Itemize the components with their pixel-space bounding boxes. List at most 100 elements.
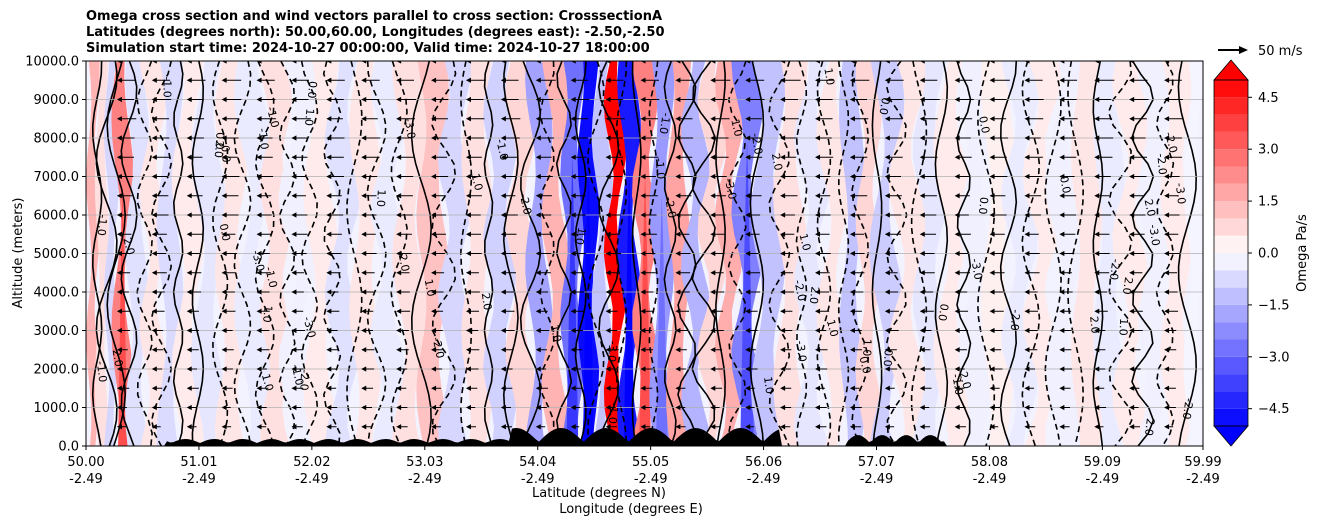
wind-vector-head bbox=[291, 212, 297, 218]
wind-vector-head bbox=[1129, 135, 1135, 141]
wind-vector-head bbox=[1094, 212, 1100, 218]
terrain-silhouette bbox=[86, 428, 1203, 446]
wind-vector-head bbox=[989, 135, 995, 141]
wind-vector-head bbox=[326, 327, 332, 334]
wind-vector-head bbox=[256, 135, 262, 141]
wind-vector-head bbox=[710, 231, 716, 237]
colorbar: 4.5 3.0 1.5 0.0 −1.5 −3.0 −4.5 bbox=[1213, 59, 1290, 447]
contour-label: -2.0 bbox=[1180, 397, 1196, 420]
wind-vector-head bbox=[989, 270, 995, 276]
wind-vector-head bbox=[431, 385, 437, 391]
wind-vector-head bbox=[605, 116, 611, 122]
wind-vector-head bbox=[1024, 154, 1030, 160]
wind-vector-head bbox=[675, 327, 681, 334]
wind-vector-head bbox=[989, 61, 995, 64]
wind-vector-head bbox=[1024, 366, 1030, 372]
wind-vector-head bbox=[989, 231, 995, 237]
wind-vector-head bbox=[1164, 366, 1170, 372]
wind-vector-head bbox=[465, 424, 471, 430]
wind-vector-head bbox=[256, 77, 262, 83]
contour-label: 1.0 bbox=[1116, 318, 1130, 336]
contour-label: -1.0 bbox=[493, 138, 510, 162]
wind-vector-head bbox=[326, 154, 332, 160]
wind-vector-head bbox=[1059, 327, 1065, 334]
wind-vector-head bbox=[815, 270, 821, 276]
wind-vector-head bbox=[815, 231, 821, 237]
contour-label: 2.0 bbox=[1142, 418, 1157, 437]
wind-vector-head bbox=[570, 116, 576, 122]
wind-vector-head bbox=[116, 77, 122, 83]
wind-vector-head bbox=[954, 366, 960, 372]
wind-vector-head bbox=[675, 212, 681, 218]
wind-vector-head bbox=[815, 347, 821, 353]
wind-vector-head bbox=[745, 327, 751, 334]
wind-vector-head bbox=[570, 212, 576, 218]
wind-vector-head bbox=[361, 424, 367, 430]
contour-label: 0.0 bbox=[876, 96, 892, 115]
wind-vector-head bbox=[675, 366, 681, 372]
wind-vector-head bbox=[570, 404, 576, 411]
omega-band-core bbox=[623, 171, 635, 446]
x-tick-label-lon: -2.49 bbox=[69, 472, 103, 487]
wind-vector-head bbox=[186, 116, 192, 122]
wind-vector-head bbox=[116, 308, 122, 314]
wind-vector-head bbox=[989, 96, 995, 103]
contour-label: 1.0 bbox=[260, 305, 275, 324]
wind-vector-head bbox=[884, 289, 890, 295]
wind-vector-head bbox=[151, 308, 157, 314]
wind-vector-head bbox=[116, 347, 122, 353]
wind-vector-head bbox=[396, 404, 402, 411]
wind-vector-head bbox=[570, 135, 576, 141]
contour-label: 1.0 bbox=[860, 339, 873, 357]
wind-vector-head bbox=[396, 308, 402, 314]
wind-vector-head bbox=[780, 193, 786, 199]
wind-vector-head bbox=[256, 212, 262, 218]
wind-vector-head bbox=[745, 366, 751, 372]
wind-vector-head bbox=[431, 173, 437, 180]
wind-vector-head bbox=[780, 61, 786, 64]
colorbar-segment bbox=[1214, 339, 1248, 357]
wind-vector-head bbox=[256, 154, 262, 160]
contour-label: -2.0 bbox=[1154, 153, 1169, 176]
wind-vector-head bbox=[361, 77, 367, 83]
wind-vector-head bbox=[186, 135, 192, 141]
wind-vector-head bbox=[1094, 173, 1100, 180]
wind-vector-head bbox=[361, 154, 367, 160]
wind-vector-head bbox=[989, 193, 995, 199]
wind-vector-head bbox=[396, 116, 402, 122]
wind-vector-head bbox=[570, 366, 576, 372]
wind-vector-head bbox=[431, 250, 437, 257]
chart-title-line-1: Omega cross section and wind vectors par… bbox=[86, 9, 663, 24]
wind-vector-head bbox=[605, 270, 611, 276]
wind-vector-head bbox=[1094, 96, 1100, 103]
wind-vector-head bbox=[954, 404, 960, 411]
wind-vector-head bbox=[849, 96, 855, 103]
wind-vector-head bbox=[605, 77, 611, 83]
wind-vector-head bbox=[1094, 327, 1100, 334]
wind-vector-head bbox=[815, 404, 821, 411]
wind-vector-head bbox=[780, 212, 786, 218]
wind-vector-head bbox=[605, 212, 611, 218]
wind-vector-head bbox=[361, 327, 367, 334]
wind-vector-head bbox=[151, 366, 157, 372]
wind-vector-head bbox=[1059, 116, 1065, 122]
wind-vector-head bbox=[675, 347, 681, 353]
wind-vector-head bbox=[815, 193, 821, 199]
colorbar-segment bbox=[1214, 218, 1248, 236]
colorbar-extend-top bbox=[1213, 59, 1249, 81]
y-tick-label: 0.0 bbox=[58, 440, 79, 455]
wind-vector-head bbox=[605, 250, 611, 257]
wind-vector-head bbox=[919, 154, 925, 160]
wind-vector-head bbox=[745, 193, 751, 199]
contour-label: -3.0 bbox=[249, 249, 267, 273]
wind-vector-head bbox=[116, 96, 122, 103]
wind-vector-head bbox=[1164, 135, 1170, 141]
colorbar-segment bbox=[1214, 322, 1248, 340]
wind-vector-head bbox=[919, 116, 925, 122]
wind-vector-head bbox=[1129, 289, 1135, 295]
wind-vector-head bbox=[815, 61, 821, 64]
wind-vector-head bbox=[710, 96, 716, 103]
wind-vector-head bbox=[500, 116, 506, 122]
wind-vector-head bbox=[431, 116, 437, 122]
wind-vector-head bbox=[815, 250, 821, 257]
